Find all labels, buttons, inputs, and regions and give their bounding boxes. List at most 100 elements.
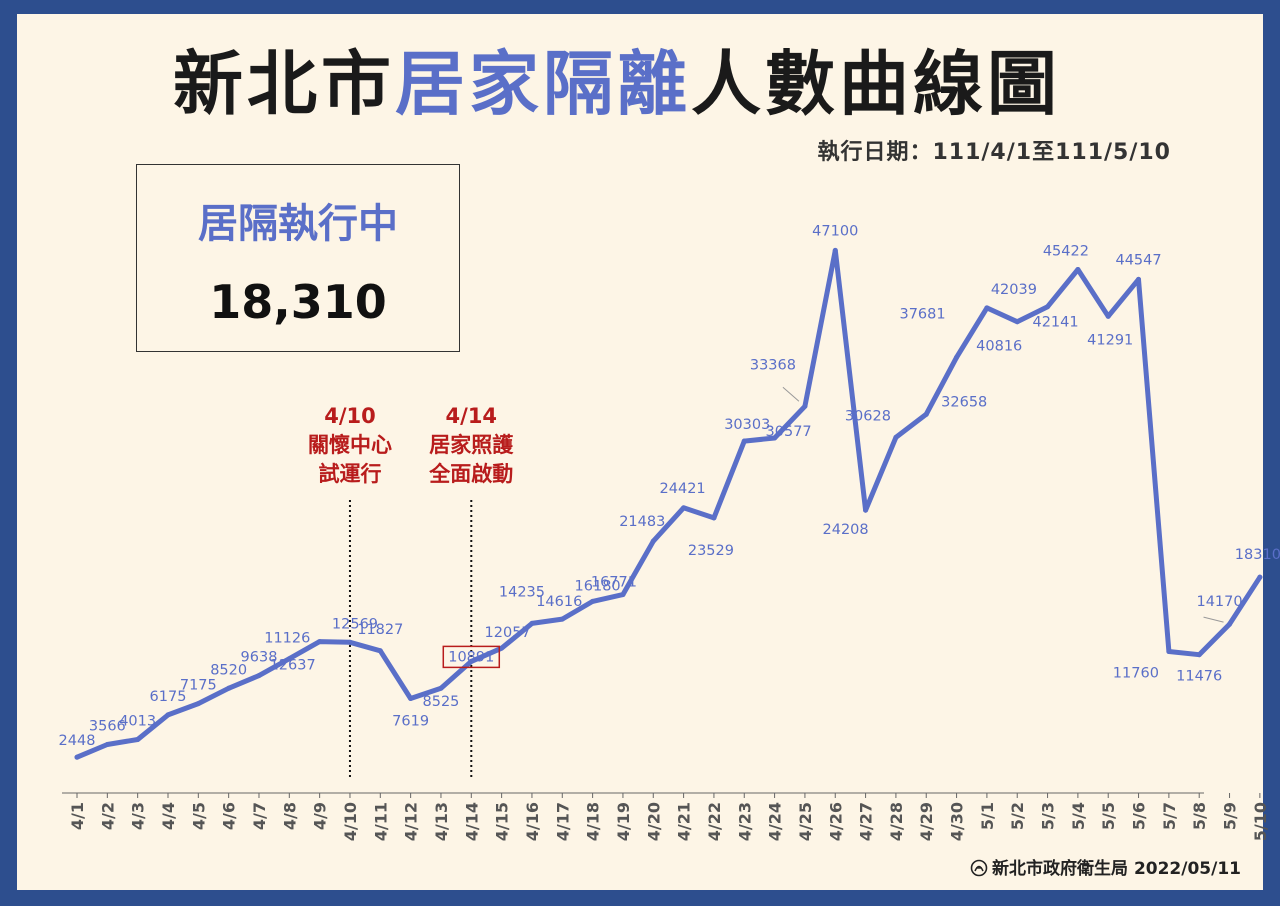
annotation-label: 試運行	[318, 462, 381, 486]
data-point	[954, 354, 960, 360]
data-point	[135, 736, 141, 742]
data-label: 18310	[1235, 547, 1280, 563]
data-label: 7619	[392, 714, 429, 730]
data-label: 42141	[1032, 315, 1078, 331]
data-point	[1166, 649, 1172, 655]
data-label: 14170	[1196, 594, 1242, 610]
data-point	[377, 648, 383, 654]
x-tick-label: 4/18	[584, 802, 603, 841]
data-point	[681, 505, 687, 511]
x-tick-label: 5/6	[1130, 802, 1149, 830]
chart-frame: 新北市居家隔離人數曲線圖 執行日期：111/4/1至111/5/10 居隔執行中…	[17, 14, 1263, 890]
data-label: 3566	[89, 719, 126, 735]
data-label: 47100	[812, 223, 858, 239]
data-point	[590, 598, 596, 604]
x-tick-label: 4/23	[735, 802, 754, 841]
data-point	[438, 685, 444, 691]
x-tick-label: 4/8	[280, 802, 299, 830]
annotation-label: 全面啟動	[428, 462, 513, 486]
data-label: 12637	[270, 658, 316, 674]
data-label: 12057	[485, 625, 531, 641]
x-tick-label: 4/15	[493, 802, 512, 841]
data-label: 45422	[1043, 243, 1089, 259]
data-label: 42039	[991, 282, 1037, 298]
annotation-label: 關懷中心	[308, 433, 392, 457]
x-tick-label: 4/3	[129, 802, 148, 830]
data-point	[620, 592, 626, 598]
data-label: 14616	[536, 594, 582, 610]
data-point	[286, 656, 292, 662]
x-tick-label: 4/24	[766, 802, 785, 841]
x-tick-label: 4/26	[826, 802, 845, 841]
data-point	[408, 696, 414, 702]
data-label: 11827	[357, 622, 403, 638]
data-point	[74, 754, 80, 760]
x-tick-label: 4/25	[796, 802, 815, 841]
data-point	[317, 639, 323, 645]
x-tick-label: 5/4	[1069, 802, 1088, 830]
annotation-label: 4/10	[324, 404, 376, 428]
x-tick-label: 5/2	[1008, 802, 1027, 830]
x-tick-label: 4/9	[311, 802, 330, 830]
data-label: 11476	[1176, 669, 1222, 685]
data-point	[832, 247, 838, 253]
x-tick-label: 4/10	[341, 802, 360, 841]
data-label: 9638	[241, 650, 278, 666]
annotation-label: 4/14	[446, 404, 498, 428]
data-label: 44547	[1115, 252, 1161, 268]
x-tick-label: 5/8	[1190, 802, 1209, 830]
current-count-box: 居隔執行中 18,310	[136, 164, 460, 352]
data-label: 40816	[976, 339, 1022, 355]
data-label: 10891	[448, 649, 494, 665]
data-point	[893, 434, 899, 440]
data-point	[863, 507, 869, 513]
x-tick-label: 4/4	[159, 802, 178, 830]
x-tick-label: 4/19	[614, 802, 633, 841]
x-tick-label: 5/3	[1039, 802, 1058, 830]
x-tick-label: 4/1	[68, 802, 87, 830]
x-tick-label: 4/27	[857, 802, 876, 841]
data-point	[347, 639, 353, 645]
data-label: 8525	[423, 694, 460, 710]
data-label: 8520	[210, 662, 247, 678]
health-bureau-logo-icon	[970, 859, 988, 882]
data-label: 30577	[766, 424, 812, 440]
label-leader-line	[782, 386, 800, 402]
title-highlight: 居家隔離	[395, 43, 691, 125]
data-label: 24421	[660, 481, 706, 497]
data-label: 12569	[332, 616, 378, 632]
data-point	[468, 658, 474, 664]
x-tick-label: 5/9	[1221, 802, 1240, 830]
data-label: 23529	[688, 543, 734, 559]
x-tick-label: 4/5	[189, 802, 208, 830]
x-tick-label: 4/16	[523, 802, 542, 841]
current-count-value: 18,310	[209, 275, 387, 329]
data-point	[195, 701, 201, 707]
x-tick-label: 5/1	[978, 802, 997, 830]
data-point	[226, 685, 232, 691]
data-label: 37681	[899, 306, 945, 322]
data-point	[1136, 276, 1142, 282]
data-label: 2448	[59, 733, 96, 749]
x-tick-label: 4/14	[462, 802, 481, 841]
data-point	[1014, 319, 1020, 325]
credit-text: 新北市政府衛生局 2022/05/11	[992, 859, 1241, 879]
x-tick-label: 4/12	[402, 802, 421, 841]
data-label: 33368	[750, 357, 796, 373]
data-point	[650, 538, 656, 544]
data-point	[1075, 266, 1081, 272]
data-point	[711, 515, 717, 521]
x-tick-label: 4/30	[948, 802, 967, 841]
data-point	[104, 742, 110, 748]
data-label: 7175	[180, 678, 217, 694]
x-tick-label: 4/13	[432, 802, 451, 841]
data-label: 11760	[1113, 666, 1159, 682]
data-label: 24208	[823, 522, 869, 538]
data-label: 4013	[119, 713, 156, 729]
x-tick-label: 4/20	[644, 802, 663, 841]
data-label: 11126	[264, 631, 310, 647]
series-line	[74, 247, 1263, 760]
data-label: 6175	[150, 689, 187, 705]
x-tick-label: 5/7	[1160, 802, 1179, 830]
